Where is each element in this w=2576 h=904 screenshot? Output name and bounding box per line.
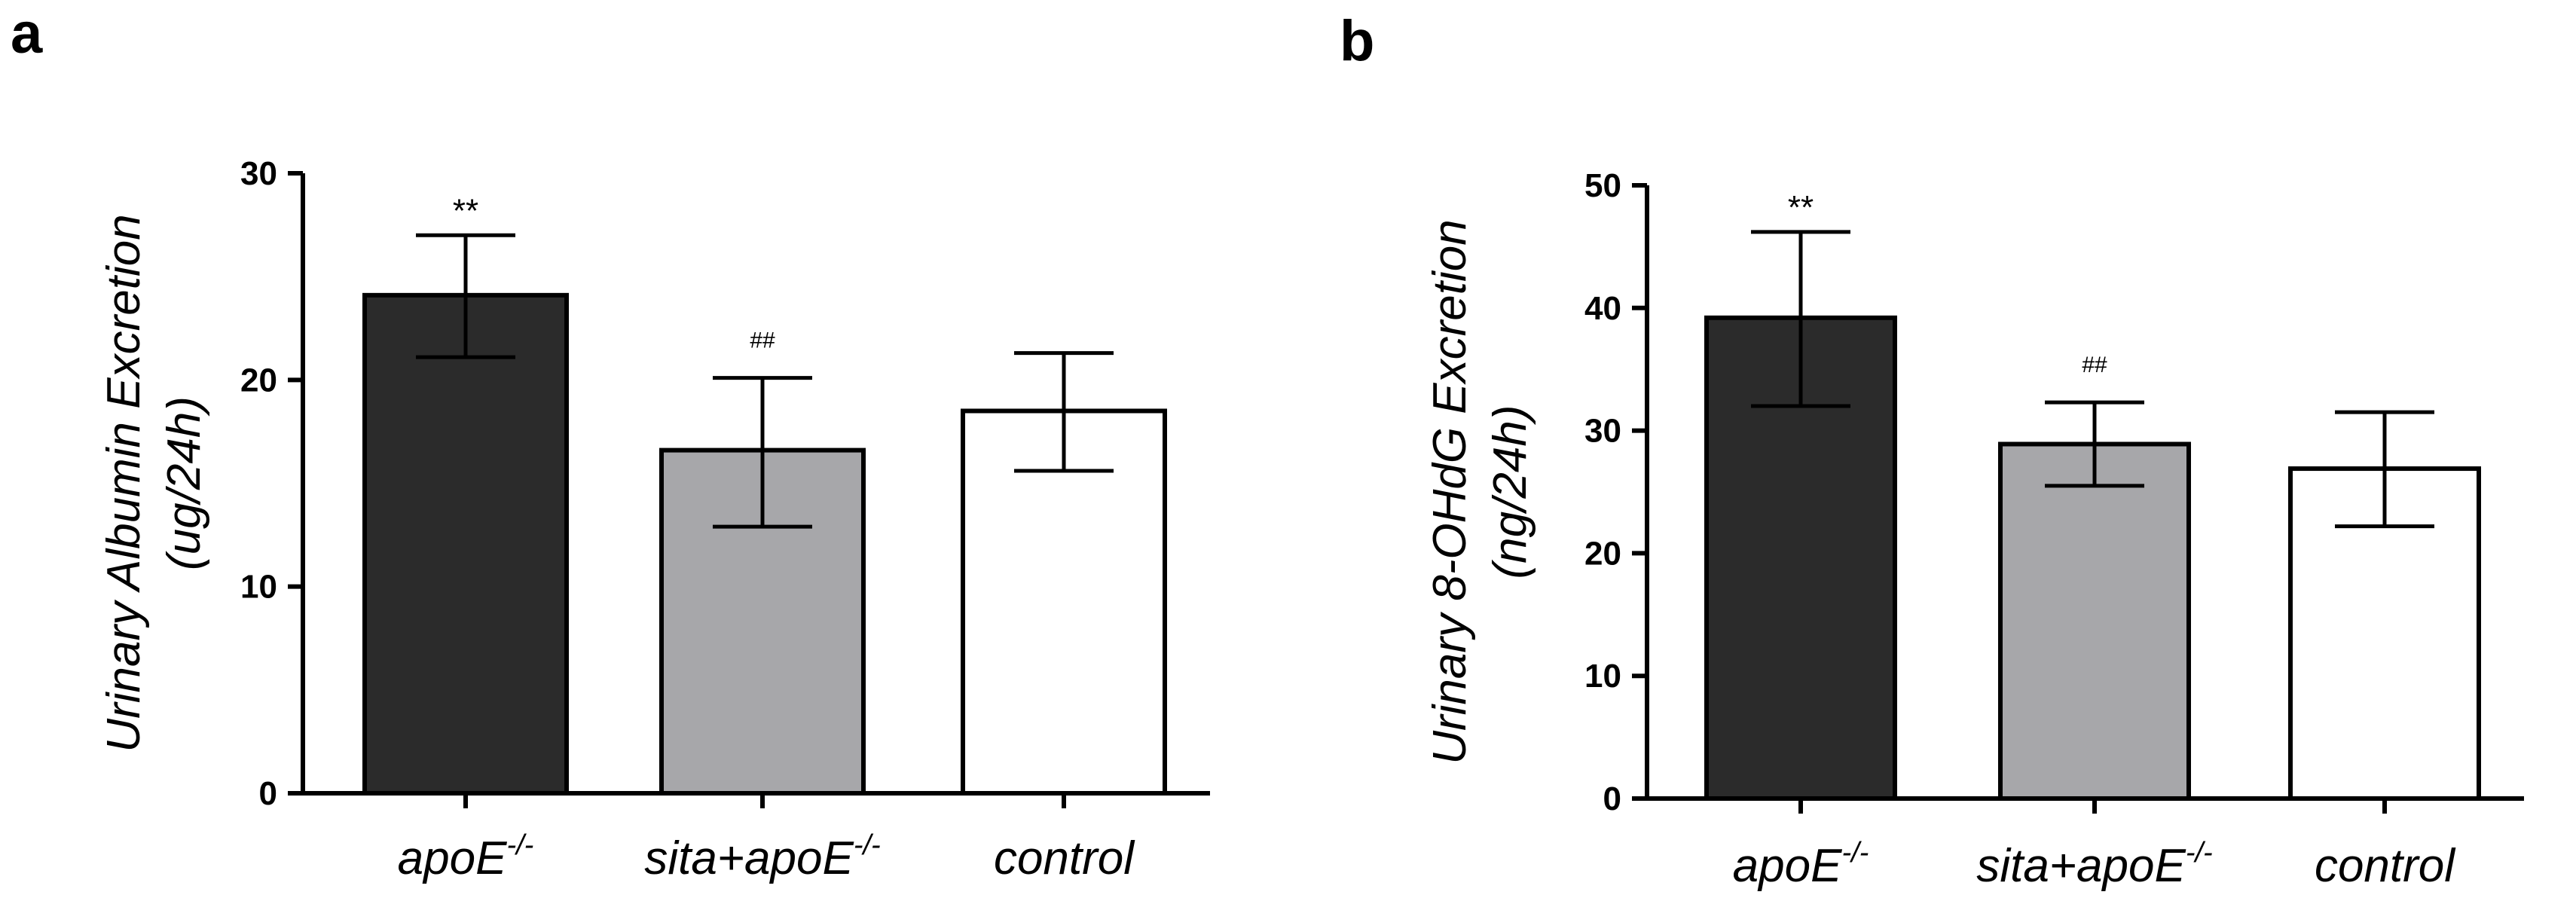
x-category-label: apoE-/- xyxy=(398,829,534,884)
panel-label: b xyxy=(1340,9,1374,73)
y-axis-unit-label: (ug/24h) xyxy=(158,396,210,570)
significance-annotation: ** xyxy=(1788,189,1814,226)
x-category-label: apoE-/- xyxy=(1733,837,1869,892)
y-axis-unit-label: (ng/24h) xyxy=(1484,405,1536,579)
chart-panel-a: a Urinary Albumin Excretion (ug/24h) 0 10 20 3… xyxy=(11,2,1210,884)
y-tick-label: 20 xyxy=(1584,535,1621,572)
chart-panel-b: b Urinary 8-OHdG Excretion (ng/24h) 0 10 20 30… xyxy=(1340,9,2524,892)
y-tick-label: 20 xyxy=(240,362,277,399)
significance-annotation: ** xyxy=(453,192,478,229)
y-tick-label: 0 xyxy=(259,775,277,812)
y-tick-label: 40 xyxy=(1584,290,1621,327)
significance-annotation: ## xyxy=(750,328,775,353)
y-axis-label: Urinary 8-OHdG Excretion xyxy=(1424,219,1476,765)
bar-sita-apoe xyxy=(1998,441,2191,801)
y-tick-label: 30 xyxy=(1584,413,1621,450)
y-tick-label: 0 xyxy=(1603,780,1621,817)
y-tick-label: 30 xyxy=(240,155,277,192)
x-category-label: control xyxy=(2315,840,2456,892)
x-category-label: control xyxy=(994,832,1135,884)
y-tick-label: 10 xyxy=(240,569,277,606)
x-category-label: sita+apoE-/- xyxy=(644,829,880,884)
significance-annotation: ## xyxy=(2082,353,2107,377)
x-category-label: sita+apoE-/- xyxy=(1976,837,2212,892)
y-tick-label: 10 xyxy=(1584,658,1621,695)
bar-apoe xyxy=(362,292,569,796)
y-tick-label: 50 xyxy=(1584,167,1621,204)
panel-label: a xyxy=(11,2,43,66)
y-axis-label: Urinary Albumin Excretion xyxy=(98,214,150,752)
